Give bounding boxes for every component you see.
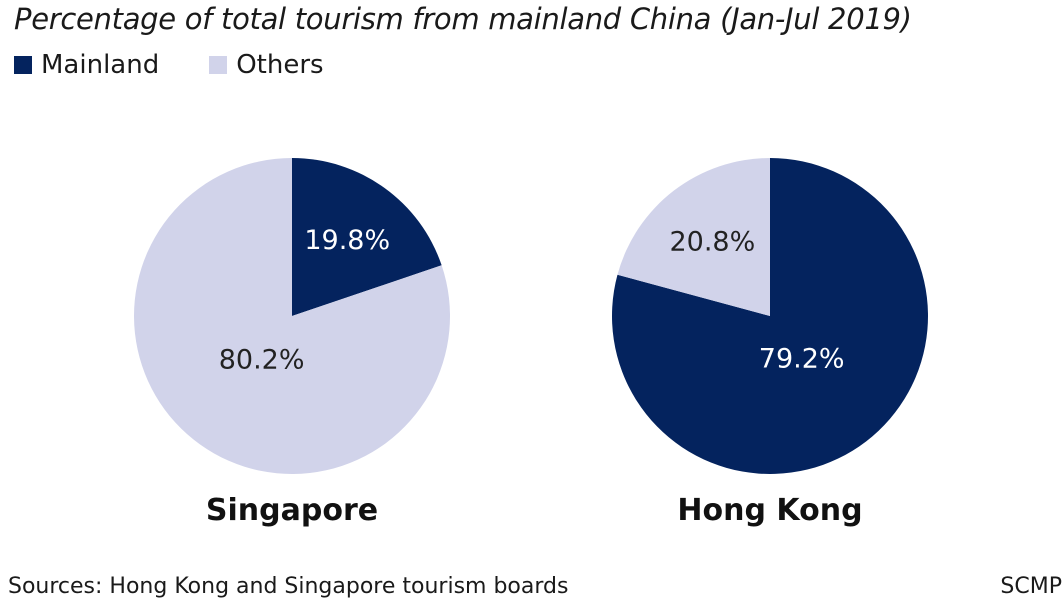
pie-slice-hong-kong-others [617,158,770,316]
data-label-singapore-mainland: 19.8% [304,225,390,256]
legend-swatch-mainland [14,56,32,74]
pie-slice-singapore-mainland [292,158,442,316]
chart-title: Percentage of total tourism from mainlan… [14,2,912,36]
source-note: Sources: Hong Kong and Singapore tourism… [8,574,569,599]
data-label-hong-kong-others: 20.8% [669,227,755,258]
credit-label: SCMP [1000,574,1062,599]
legend-label-others: Others [236,50,324,80]
data-label-singapore-others: 80.2% [219,344,305,375]
pie-name-hong-kong: Hong Kong [677,493,862,528]
pie-slice-singapore-others [134,158,451,475]
legend-item-mainland: Mainland [14,50,159,80]
pie-hong-kong: 79.2% 20.8% [612,158,929,474]
legend: Mainland Others [14,50,374,80]
pie-singapore: 19.8% 80.2% [134,158,451,475]
legend-item-others: Others [209,50,324,80]
legend-swatch-others [209,56,228,74]
legend-label-mainland: Mainland [41,50,160,80]
data-label-hong-kong-mainland: 79.2% [759,343,845,374]
pie-name-singapore: Singapore [206,493,378,528]
